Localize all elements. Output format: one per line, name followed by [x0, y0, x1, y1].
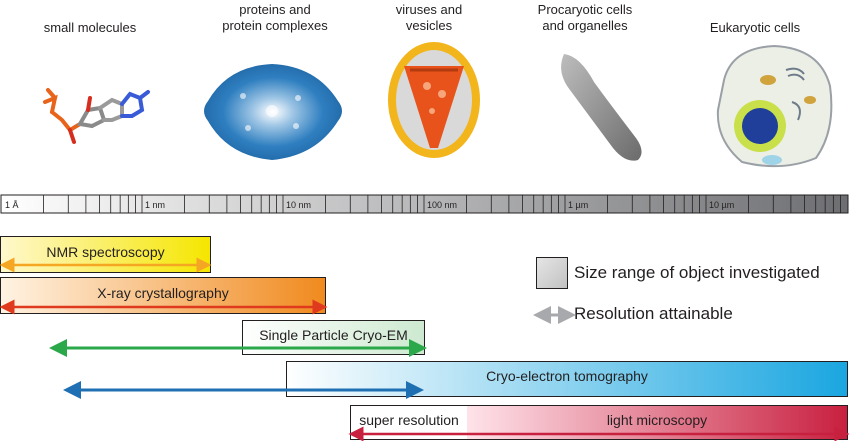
scale-label-1nm: 1 nm [145, 200, 165, 210]
nmr-spectroscopy-bar: NMR spectroscopy [0, 236, 211, 273]
single-particle-cryoem-bar: Single Particle Cryo-EM [242, 320, 425, 355]
super-resolution-bar: super resolution [350, 405, 468, 440]
protein-complex-illustration [204, 64, 342, 160]
small-molecule-illustration [43, 88, 150, 144]
category-small-molecules: small molecules [43, 20, 137, 35]
scale-label-1um: 1 µm [568, 200, 588, 210]
eukaryotic-cell-illustration [716, 44, 833, 168]
super-resolution-label: super resolution [359, 411, 459, 428]
virus-vesicle-illustration [388, 42, 480, 158]
scale-label-10nm: 10 nm [286, 200, 311, 210]
light-microscopy-bar: light microscopy [467, 405, 848, 440]
category-proteins: proteins and protein complexes [222, 2, 328, 33]
legend-resolution-label: Resolution attainable [574, 304, 733, 323]
scale-label-1a: 1 Å [5, 200, 19, 210]
procaryotic-cell-illustration [561, 54, 642, 161]
size-range-swatch [536, 257, 568, 289]
category-procaryotic: Procaryotic cells and organelles [537, 2, 633, 33]
cet-label: Cryo-electron tomography [486, 368, 648, 384]
cryo-electron-tomography-bar: Cryo-electron tomography [286, 361, 848, 397]
light-microscopy-label: light microscopy [606, 411, 708, 428]
scale-label-10um: 10 µm [709, 200, 734, 210]
xray-label: X-ray crystallography [97, 284, 229, 301]
scale-label-100nm: 100 nm [427, 200, 457, 210]
category-viruses: viruses and vesicles [395, 2, 463, 33]
spa-label: Single Particle Cryo-EM [259, 326, 408, 343]
category-eukaryotic: Eukaryotic cells [709, 20, 801, 35]
xray-crystallography-bar: X-ray crystallography [0, 277, 326, 314]
nmr-label: NMR spectroscopy [46, 243, 165, 260]
legend-size-range-label: Size range of object investigated [574, 263, 820, 282]
